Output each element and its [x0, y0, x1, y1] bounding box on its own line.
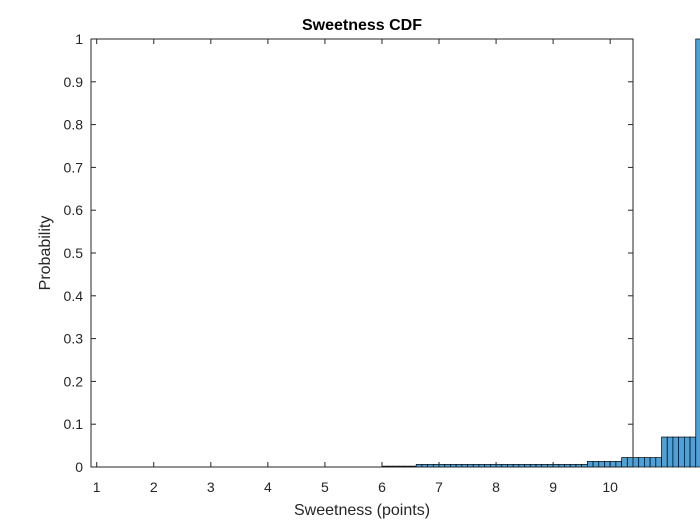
histogram-bar [678, 436, 685, 468]
histogram-bar [638, 457, 645, 468]
y-tick-label: 0.1 [64, 416, 84, 432]
histogram-bar [683, 436, 691, 468]
histogram-bar [644, 457, 651, 468]
y-tick-label: 0.8 [64, 117, 84, 133]
histogram-bar [592, 461, 600, 468]
histogram-bars [381, 38, 700, 468]
x-tick-label: 8 [492, 479, 500, 495]
histogram-bar [587, 461, 594, 468]
x-tick-label: 9 [549, 479, 557, 495]
y-tick-label: 0.3 [64, 331, 84, 347]
y-tick-label: 0.7 [64, 159, 84, 175]
y-tick-label: 1 [75, 31, 83, 47]
histogram-bar [621, 457, 628, 468]
histogram-bar [604, 461, 611, 468]
chart-title: Sweetness CDF [302, 17, 422, 34]
x-axis-title: Sweetness (points) [294, 502, 430, 519]
x-axis-ticks: 1 2 3 4 5 6 7 8 9 10 [93, 39, 618, 495]
y-axis-title: Probability [37, 216, 54, 291]
x-tick-label: 1 [93, 479, 101, 495]
histogram-bar [655, 457, 662, 468]
y-tick-label: 0.9 [64, 74, 84, 90]
x-tick-label: 3 [207, 479, 215, 495]
y-tick-label: 0.6 [64, 202, 84, 218]
x-tick-label: 4 [264, 479, 272, 495]
histogram-bar [672, 436, 679, 468]
y-axis-ticks: 0 0.1 0.2 0.3 0.4 0.5 0.6 0.7 0.8 0.9 1 [64, 31, 633, 475]
histogram-bar [666, 436, 674, 468]
histogram-bar [695, 38, 700, 468]
y-tick-label: 0.2 [64, 373, 84, 389]
histogram-bar [615, 461, 622, 468]
histogram-bar [689, 436, 697, 468]
histogram-bar [661, 436, 668, 468]
histogram-bar [598, 461, 605, 468]
y-tick-label: 0.5 [64, 245, 84, 261]
plot-area-border [90, 38, 634, 468]
y-tick-label: 0 [75, 459, 83, 475]
y-tick-label: 0.4 [64, 288, 84, 304]
x-tick-label: 10 [602, 479, 618, 495]
histogram-bar [632, 457, 640, 468]
histogram-bar [626, 457, 634, 468]
x-tick-label: 7 [435, 479, 443, 495]
x-tick-label: 6 [378, 479, 386, 495]
x-tick-label: 2 [150, 479, 158, 495]
x-tick-label: 5 [321, 479, 329, 495]
histogram-bar [609, 461, 617, 468]
histogram-bar [649, 457, 657, 468]
